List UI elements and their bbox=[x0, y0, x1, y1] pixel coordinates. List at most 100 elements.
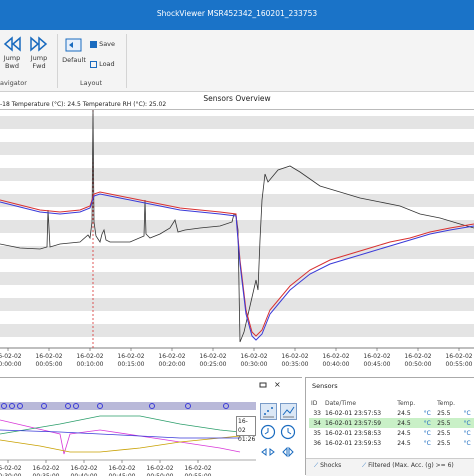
scatter-chart-icon bbox=[263, 407, 274, 418]
legend-values: -18 Temperature (°C): 24.5 Temperature R… bbox=[0, 101, 167, 108]
x-tick-date: 16-02-02 bbox=[158, 353, 185, 360]
jump-bwd-button[interactable]: Jump Bwd bbox=[0, 36, 24, 70]
clock-forward-button[interactable] bbox=[280, 424, 296, 442]
tab-shocks[interactable]: ⟋ Shocks bbox=[314, 462, 341, 470]
cell-temp-2: 25.5 bbox=[437, 409, 451, 417]
col-header-datetime[interactable]: Date/Time bbox=[325, 399, 357, 407]
line-chart-icon bbox=[282, 406, 295, 418]
x-tick-time: 00:25:00 bbox=[200, 361, 227, 368]
x-tick-time: 00:55:00 bbox=[446, 361, 473, 368]
sensors-overview-chart[interactable]: 16-02-0200:00:0016-02-0200:05:0016-02-02… bbox=[0, 110, 474, 376]
x-tick-date: 16-02-02 bbox=[184, 465, 211, 472]
x-tick-date: 16-02-02 bbox=[108, 465, 135, 472]
cell-temp-2: 25.5 bbox=[437, 429, 451, 437]
load-layout-button[interactable]: Load bbox=[90, 60, 122, 68]
x-tick-time: 00:40:00 bbox=[323, 361, 350, 368]
rewind-icon bbox=[3, 36, 21, 52]
ribbon-toolbar: Jump Bwd Jump Fwd avigator Default Save … bbox=[0, 30, 474, 92]
table-row[interactable]: 35 16-02-01 23:58:53 24.5 °C 25.5 °C bbox=[309, 428, 474, 438]
clock-back-button[interactable] bbox=[260, 424, 276, 442]
x-tick-date: 16-02-02 bbox=[322, 353, 349, 360]
fast-forward-icon bbox=[30, 36, 48, 52]
cell-datetime: 16-02-01 23:58:53 bbox=[325, 429, 382, 437]
cell-datetime: 16-02-01 23:57:53 bbox=[325, 409, 382, 417]
cell-unit-2: °C bbox=[463, 429, 471, 437]
x-tick-date: 16-02-02 bbox=[70, 465, 97, 472]
navigator-mini-chart[interactable]: 16-02-0200:30:0016-02-0200:35:0016-02-02… bbox=[0, 394, 256, 476]
window-title: ShockViewer MSR452342_160201_233753 bbox=[156, 9, 318, 18]
cell-datetime: 16-02-01 23:59:53 bbox=[325, 439, 382, 447]
scatter-view-button[interactable] bbox=[260, 403, 277, 420]
cell-unit: °C bbox=[421, 418, 436, 428]
title-bar: ShockViewer MSR452342_160201_233753 bbox=[0, 0, 474, 30]
cell-temp: 24.5 bbox=[395, 418, 422, 428]
x-tick-date: 16-02-02 bbox=[445, 353, 472, 360]
table-row[interactable]: 33 16-02-01 23:57:53 24.5 °C 25.5 °C bbox=[309, 408, 474, 418]
bottom-tab-bar: ⟋ Shocks ⟋ Filtered (Max. Acc. (g) >= 6) bbox=[306, 458, 474, 476]
tooltip-line-1: 16-02 bbox=[238, 418, 248, 434]
line-view-button[interactable] bbox=[280, 403, 297, 420]
temperature-series-line bbox=[0, 191, 474, 337]
zoom-expand-icon bbox=[282, 446, 294, 458]
x-tick-date: 16-02-02 bbox=[146, 465, 173, 472]
col-header-unit[interactable] bbox=[422, 398, 435, 408]
cell-id: 35 bbox=[313, 429, 321, 437]
cell-id: 33 bbox=[313, 409, 321, 417]
navigator-panel: × 16-02-0200:30:0016-02-0200:35:0016-02-… bbox=[0, 377, 302, 476]
tooltip-line-2: 01:26 bbox=[238, 436, 256, 443]
tab-filtered-label: Filtered (Max. Acc. (g) >= 6) bbox=[368, 462, 454, 469]
col-header-id[interactable]: ID bbox=[311, 399, 318, 407]
cell-temp: 24.5 bbox=[397, 439, 411, 447]
mini-series-yellow bbox=[0, 435, 241, 453]
cell-unit: °C bbox=[423, 439, 431, 447]
mini-series-blue bbox=[0, 429, 240, 439]
x-tick-time: 00:30:00 bbox=[241, 361, 268, 368]
x-tick-date: 16-02-02 bbox=[240, 353, 267, 360]
tab-filtered[interactable]: ⟋ Filtered (Max. Acc. (g) >= 6) bbox=[362, 462, 454, 470]
chart-legend-bar: Sensors Overview -18 Temperature (°C): 2… bbox=[0, 92, 474, 110]
col-header-unit-2[interactable] bbox=[461, 398, 474, 408]
jump-fwd-button[interactable]: Jump Fwd bbox=[26, 36, 52, 70]
humidity-series-line bbox=[0, 110, 474, 343]
save-label: Save bbox=[99, 40, 116, 48]
load-icon bbox=[90, 60, 97, 68]
chart-stripes bbox=[0, 116, 474, 337]
cell-id: 34 bbox=[309, 418, 323, 428]
cell-temp-2: 25.5 bbox=[435, 418, 462, 428]
table-row[interactable]: 36 16-02-01 23:59:53 24.5 °C 25.5 °C bbox=[309, 438, 474, 448]
x-tick-time: 00:10:00 bbox=[77, 361, 104, 368]
jump-bwd-label: Jump Bwd bbox=[3, 54, 21, 70]
x-tick-time: 00:20:00 bbox=[159, 361, 186, 368]
x-tick-date: 16-02-02 bbox=[76, 353, 103, 360]
close-icon[interactable]: × bbox=[274, 380, 281, 389]
default-layout-label: Default bbox=[62, 56, 86, 64]
default-layout-button[interactable]: Default bbox=[60, 36, 88, 64]
shock-icon: ⟋ bbox=[314, 462, 319, 469]
table-row-selected[interactable]: 34 16-02-01 23:57:59 24.5 °C 25.5 °C bbox=[309, 418, 474, 428]
mini-chart-tooltip: 16-02 01:26 bbox=[236, 416, 256, 443]
save-layout-button[interactable]: Save bbox=[90, 40, 122, 48]
cell-datetime: 16-02-01 23:57:59 bbox=[323, 418, 396, 428]
cell-temp-2: 25.5 bbox=[437, 439, 451, 447]
x-tick-date: 16-02-02 bbox=[32, 465, 59, 472]
x-tick-date: 16-02-02 bbox=[363, 353, 390, 360]
col-header-temp[interactable]: Temp. bbox=[397, 399, 416, 407]
clock-forward-icon bbox=[280, 424, 296, 440]
col-header-temp-2[interactable]: Temp. bbox=[437, 399, 456, 407]
ribbon-separator bbox=[126, 34, 127, 88]
mini-series-magenta bbox=[0, 419, 241, 455]
x-tick-date: 16-02-02 bbox=[404, 353, 431, 360]
navigator-group-label: avigator bbox=[0, 79, 27, 87]
zoom-fit-icon bbox=[261, 448, 275, 456]
sensors-panel-title: Sensors bbox=[312, 382, 338, 390]
pin-icon[interactable] bbox=[259, 381, 267, 391]
layout-group-label: Layout bbox=[80, 79, 103, 87]
x-tick-time: 00:05:00 bbox=[36, 361, 63, 368]
sensors-panel: Sensors ID Date/Time Temp. Temp. 33 16-0… bbox=[305, 377, 474, 476]
cell-unit-2: °C bbox=[463, 439, 471, 447]
zoom-expand-button[interactable] bbox=[280, 444, 296, 462]
sensors-table-header: ID Date/Time Temp. Temp. bbox=[309, 398, 474, 408]
clock-back-icon bbox=[260, 424, 276, 440]
zoom-fit-button[interactable] bbox=[260, 444, 276, 462]
jump-fwd-label: Jump Fwd bbox=[30, 54, 48, 70]
